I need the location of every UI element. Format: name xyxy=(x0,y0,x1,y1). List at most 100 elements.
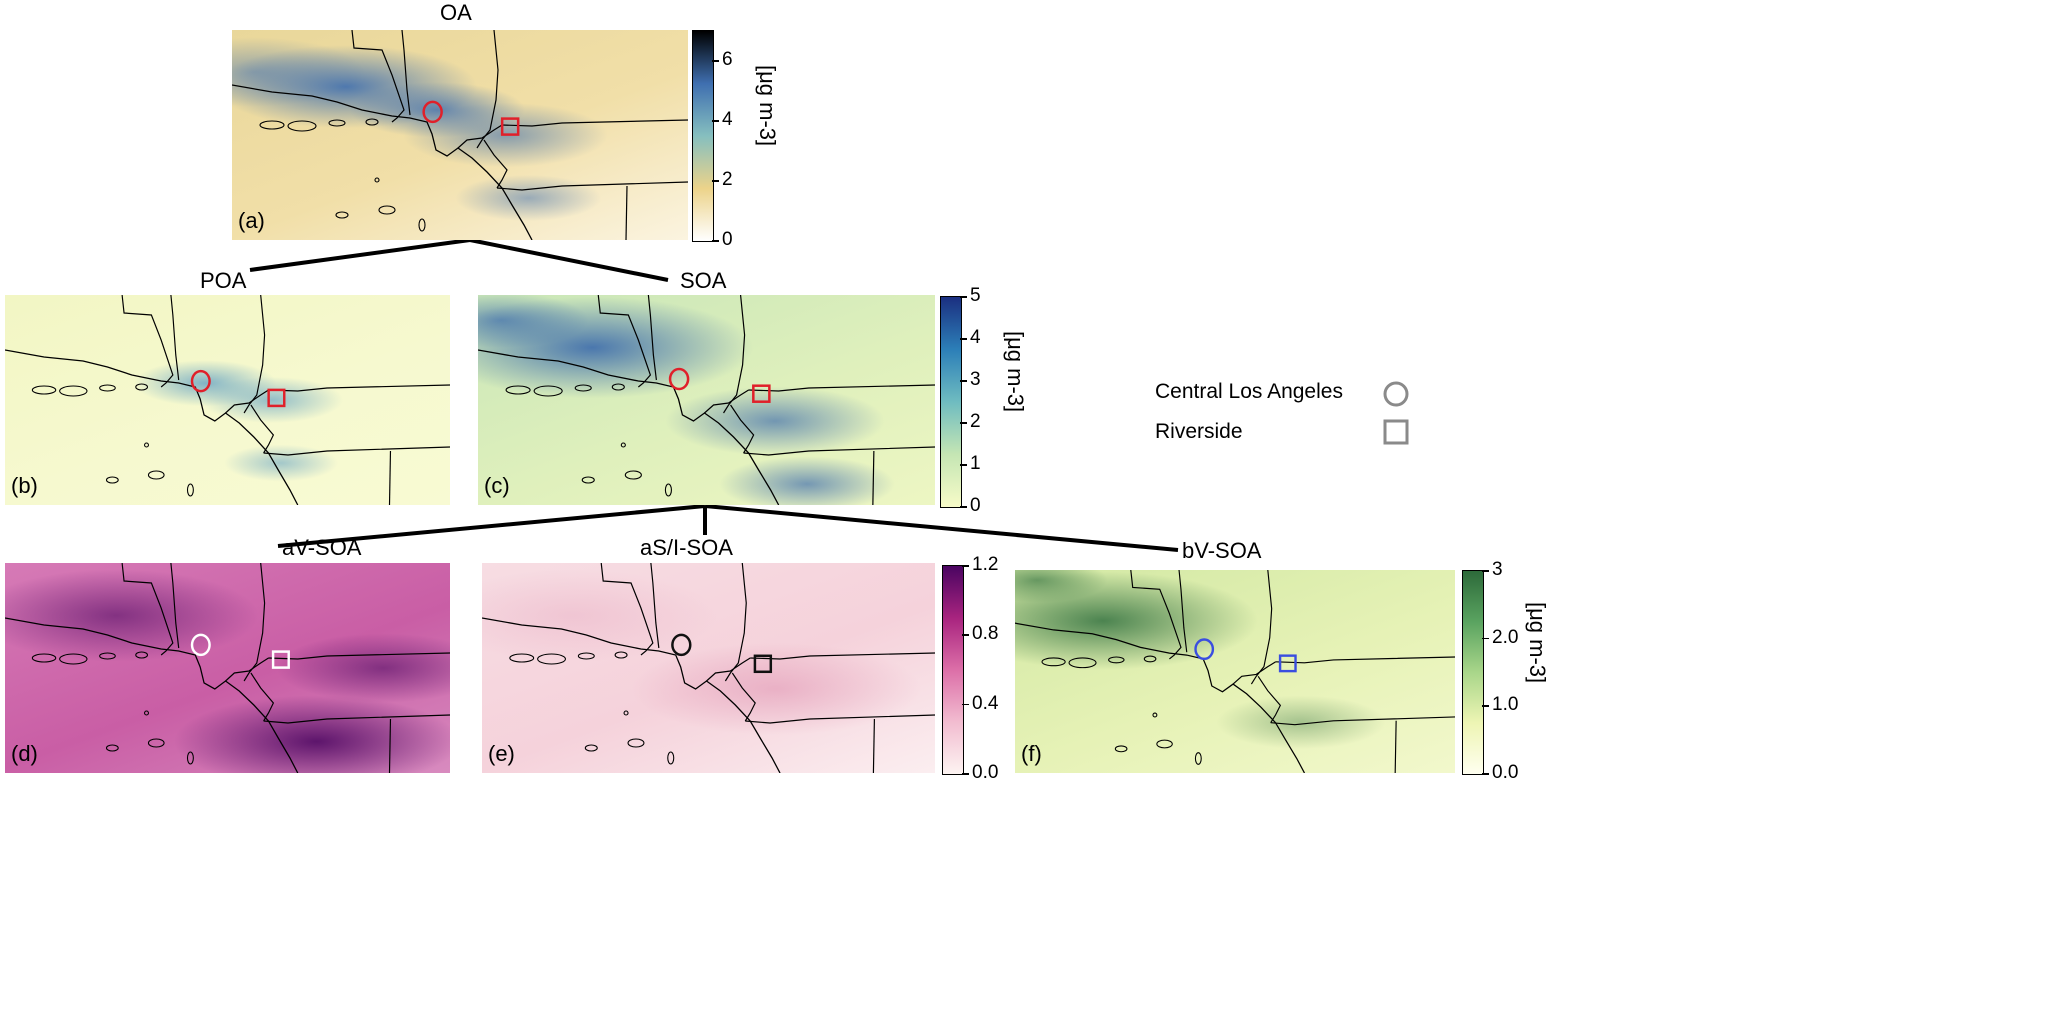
colorbar-tick-mark xyxy=(960,338,967,340)
county-boundary xyxy=(121,295,174,388)
county-boundary xyxy=(706,657,751,682)
county-boundary xyxy=(750,652,935,660)
central-la-marker xyxy=(1194,638,1215,661)
central-la-marker xyxy=(190,369,211,393)
colorbar-tick-label: 2 xyxy=(722,169,733,190)
county-boundary xyxy=(268,384,450,392)
legend-label-riverside: Riverside xyxy=(1155,420,1243,443)
island xyxy=(537,653,566,665)
county-boundary xyxy=(647,295,657,381)
colorbar-tick-label: 0.0 xyxy=(972,762,999,783)
county-boundary xyxy=(225,657,269,682)
colorbar-tick-label: 6 xyxy=(722,49,733,70)
colorbar-gradient xyxy=(692,30,714,242)
island xyxy=(186,483,194,497)
island xyxy=(611,383,625,391)
county-boundary xyxy=(268,652,450,660)
island xyxy=(259,120,285,130)
colorbar-tick-mark xyxy=(960,380,967,382)
county-boundary xyxy=(625,185,628,240)
colorbar-gradient xyxy=(1462,570,1484,775)
county-boundary xyxy=(745,714,935,724)
colorbar-tick-label: 2.0 xyxy=(1492,626,1519,648)
panel-label: (d) xyxy=(11,741,38,766)
colorbar-tick-mark xyxy=(960,422,967,424)
title-soa: SOA xyxy=(680,268,727,293)
panel-label: (b) xyxy=(11,473,38,498)
map-panel-b: (b) xyxy=(5,295,450,505)
panel-label: (e) xyxy=(488,741,515,766)
colorbar-tick-mark xyxy=(712,180,719,182)
island xyxy=(418,218,426,232)
colorbar-unit-label: [μg m-3] xyxy=(755,65,780,147)
county-boundary xyxy=(1178,570,1188,653)
colorbar-tick-label: 0.8 xyxy=(972,623,999,645)
colorbar-gradient xyxy=(940,296,962,508)
coastline xyxy=(482,617,781,773)
island xyxy=(667,751,675,765)
island xyxy=(533,385,563,397)
county-boundary xyxy=(743,446,935,456)
county-boundary xyxy=(388,450,392,505)
county-boundary xyxy=(1270,716,1455,726)
island xyxy=(581,476,595,484)
county-boundary xyxy=(501,119,688,127)
island xyxy=(374,177,380,183)
island xyxy=(99,652,116,660)
tree-line-oa-soa xyxy=(469,238,669,282)
legend-square-icon xyxy=(1383,419,1409,445)
island xyxy=(1194,752,1202,765)
boundaries xyxy=(1015,570,1455,773)
central-la-marker xyxy=(422,100,443,124)
riverside-marker xyxy=(267,388,286,408)
county-boundary xyxy=(457,124,503,149)
colorbar-tick-label: 0 xyxy=(970,495,981,516)
colorbar-tick-label: 0 xyxy=(722,229,733,250)
island xyxy=(620,442,626,448)
island xyxy=(584,744,598,752)
colorbar-tick-mark xyxy=(962,703,969,706)
riverside-marker xyxy=(753,654,773,674)
island xyxy=(1108,656,1125,664)
coastline xyxy=(1015,622,1306,773)
county-boundary xyxy=(1232,661,1276,685)
island xyxy=(577,652,595,660)
map-panel-c: (c) xyxy=(478,295,935,505)
county-boundary xyxy=(872,718,875,773)
island xyxy=(365,118,379,126)
island xyxy=(31,653,57,663)
legend-circle-icon xyxy=(1383,381,1409,407)
colorbar-tick-mark xyxy=(712,120,719,122)
county-boundary xyxy=(1130,570,1182,660)
island xyxy=(105,744,119,752)
island xyxy=(287,120,317,132)
colorbar-tick-mark xyxy=(1482,637,1489,640)
colorbar-tick-label: 2 xyxy=(970,411,981,432)
boundaries xyxy=(482,563,935,773)
colorbar-tick-label: 1.2 xyxy=(972,554,999,575)
island xyxy=(378,205,396,215)
county-boundary xyxy=(250,672,275,722)
county-boundary xyxy=(724,563,747,682)
colorbar-tick-label: 4 xyxy=(970,327,981,348)
island xyxy=(335,211,349,219)
colorbar-tick-mark xyxy=(960,464,967,466)
island xyxy=(627,738,645,748)
island xyxy=(1114,745,1128,753)
riverside-marker xyxy=(500,117,520,136)
colorbar-tick-label: 1.0 xyxy=(1492,694,1519,716)
island xyxy=(624,470,642,480)
coastline xyxy=(5,617,299,773)
colorbar-tick-label: 3 xyxy=(1492,559,1503,580)
colorbar-tick-label: 5 xyxy=(970,285,981,306)
colorbar-tick-mark xyxy=(960,506,967,508)
colorbar-unit-label: [μg m-3] xyxy=(1003,331,1028,413)
county-boundary xyxy=(243,563,266,682)
title-av-soa: aV-SOA xyxy=(282,535,362,560)
island xyxy=(1068,657,1097,669)
island xyxy=(105,476,119,484)
boundaries xyxy=(5,295,450,505)
county-boundary xyxy=(600,563,654,656)
county-boundary xyxy=(723,295,746,414)
map-panel-f: (f) xyxy=(1015,570,1455,773)
